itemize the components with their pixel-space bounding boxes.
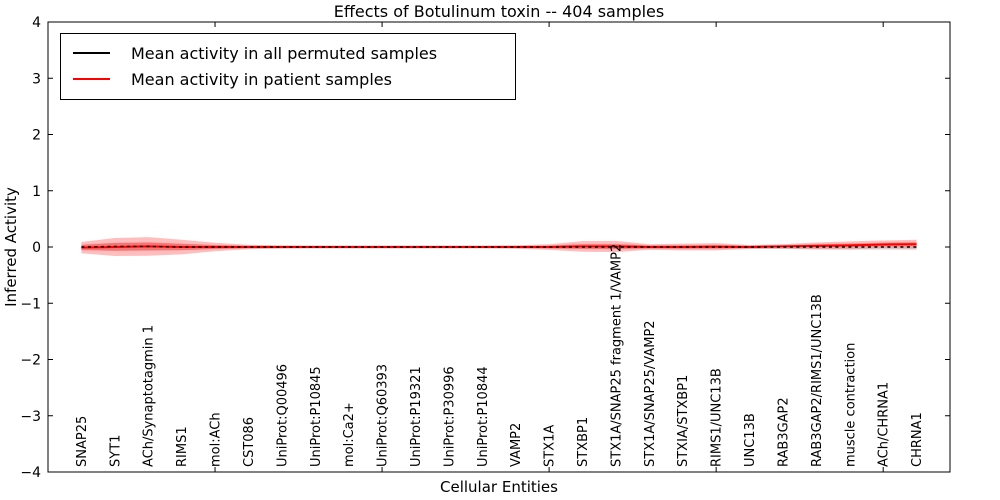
x-category-label: STXBP1: [576, 417, 591, 467]
x-category-label: STX1A: [543, 425, 558, 467]
y-tick-label: 4: [32, 15, 41, 31]
legend-label: Mean activity in patient samples: [131, 69, 392, 89]
x-category-label: RIMS1: [175, 426, 190, 467]
x-category-label: RAB3GAP2/RIMS1/UNC13B: [810, 294, 825, 467]
x-category-label: STXIA/STXBP1: [676, 375, 691, 467]
x-category-label: mol:ACh: [209, 412, 224, 467]
y-axis-label: Inferred Activity: [2, 187, 20, 307]
legend-box: Mean activity in all permuted samples Me…: [60, 33, 516, 100]
x-category-label: UniProt:P10844: [476, 366, 491, 467]
x-category-label: VAMP2: [509, 423, 524, 467]
x-category-label: ACh/CHRNA1: [877, 382, 892, 467]
legend-line-sample-red: [73, 78, 110, 80]
x-category-label: SNAP25: [75, 416, 90, 467]
x-category-label: UniProt:Q60393: [376, 364, 391, 467]
permuted-mean-line: [81, 245, 917, 248]
y-tick-label: −4: [20, 465, 41, 481]
legend-line-sample-black: [73, 52, 110, 54]
x-category-label: mol:Ca2+: [342, 402, 357, 467]
y-tick-label: 2: [32, 128, 41, 144]
x-axis-label: Cellular Entities: [440, 478, 558, 496]
x-category-label: RAB3GAP2: [776, 397, 791, 467]
x-category-label: UniProt:P19321: [409, 366, 424, 467]
x-category-label: CST086: [242, 417, 257, 467]
y-tick-label: −1: [20, 296, 41, 312]
x-category-label: STX1A/SNAP25 fragment 1/VAMP2: [609, 244, 624, 467]
x-category-label: UniProt:Q00496: [275, 364, 290, 467]
x-category-label: CHRNA1: [910, 412, 925, 467]
legend-label: Mean activity in all permuted samples: [131, 43, 438, 63]
y-tick-label: 3: [32, 71, 41, 87]
legend-item-permuted: Mean activity in all permuted samples: [71, 40, 505, 66]
x-category-label: UniProt:P10845: [309, 366, 324, 467]
y-tick-label: 1: [32, 184, 41, 200]
y-tick-label: −3: [20, 409, 41, 425]
x-category-label: UniProt:P30996: [442, 366, 457, 467]
legend-item-patient: Mean activity in patient samples: [71, 66, 505, 92]
x-category-label: SYT1: [108, 435, 123, 467]
x-category-label: UNC13B: [743, 413, 758, 467]
x-category-label: muscle contraction: [843, 343, 858, 467]
x-category-label: ACh/Synaptotagmin 1: [142, 325, 157, 467]
x-category-label: STX1A/SNAP25/VAMP2: [643, 320, 658, 467]
y-tick-label: 0: [32, 240, 41, 256]
y-tick-label: −2: [20, 353, 41, 369]
x-category-label: RIMS1/UNC13B: [710, 368, 725, 467]
chart-title: Effects of Botulinum toxin -- 404 sample…: [333, 2, 665, 21]
